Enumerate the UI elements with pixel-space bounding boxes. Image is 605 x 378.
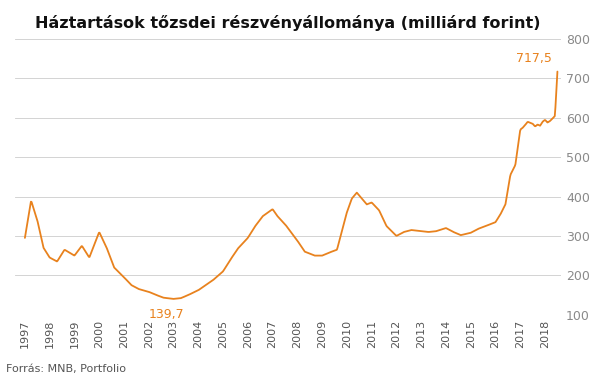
- Title: Háztartások tőzsdei részvényállománya (milliárd forint): Háztartások tőzsdei részvényállománya (m…: [35, 15, 541, 31]
- Text: 717,5: 717,5: [516, 52, 552, 65]
- Text: Forrás: MNB, Portfolio: Forrás: MNB, Portfolio: [6, 364, 126, 374]
- Text: 139,7: 139,7: [148, 308, 184, 321]
